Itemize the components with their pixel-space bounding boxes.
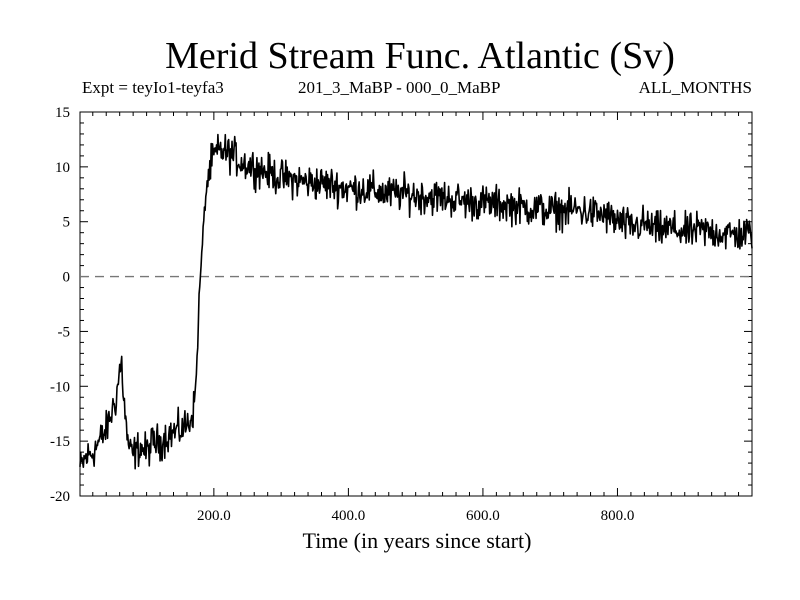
series-line xyxy=(79,133,753,470)
months-label: ALL_MONTHS xyxy=(638,78,752,97)
x-tick-label: 200.0 xyxy=(197,508,231,524)
x-tick-label: 800.0 xyxy=(601,508,635,524)
y-tick-label: -5 xyxy=(58,324,71,340)
y-tick-label: -20 xyxy=(50,489,70,505)
x-tick-label: 400.0 xyxy=(332,508,366,524)
y-tick-label: 10 xyxy=(55,160,70,176)
plot-frame xyxy=(79,111,753,497)
experiment-label: Expt = teyIo1-teyfa3 xyxy=(82,78,224,97)
y-tick-label: 0 xyxy=(63,270,71,286)
y-tick-label: -15 xyxy=(50,434,70,450)
y-tick-label: 5 xyxy=(63,215,71,231)
x-axis-label: Time (in years since start) xyxy=(302,528,532,553)
y-tick-label: 15 xyxy=(55,105,70,121)
x-tick-label: 600.0 xyxy=(466,508,500,524)
period-label: 201_3_MaBP - 000_0_MaBP xyxy=(298,78,501,97)
y-tick-label: -10 xyxy=(50,379,70,395)
chart-title: Merid Stream Func. Atlantic (Sv) xyxy=(165,35,675,77)
